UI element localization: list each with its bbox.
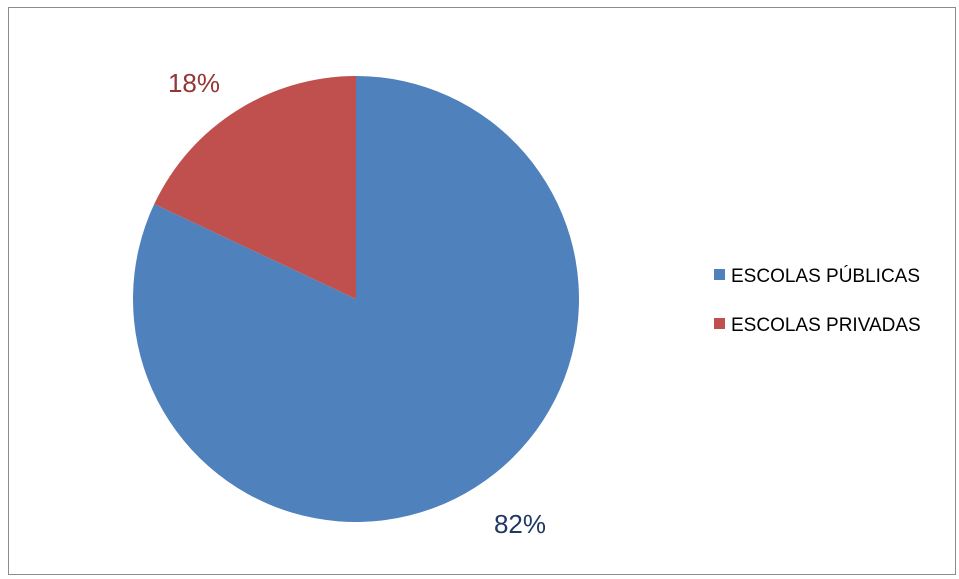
- pie-slice-escolas-privadas: [154, 76, 356, 299]
- pie-slices: [133, 76, 579, 522]
- data-label-escolas-publicas: 82%: [494, 509, 546, 539]
- legend: ESCOLAS PÚBLICAS ESCOLAS PRIVADAS: [714, 265, 921, 336]
- chart-frame: 82% 18% ESCOLAS PÚBLICAS ESCOLAS PRIVADAS: [8, 7, 956, 575]
- data-label-escolas-privadas: 18%: [168, 68, 220, 98]
- legend-label-escolas-publicas: ESCOLAS PÚBLICAS: [731, 265, 920, 287]
- legend-label-escolas-privadas: ESCOLAS PRIVADAS: [731, 315, 921, 336]
- legend-swatch-escolas-publicas: [714, 269, 725, 280]
- pie-chart: 82% 18% ESCOLAS PÚBLICAS ESCOLAS PRIVADAS: [133, 68, 921, 539]
- legend-swatch-escolas-privadas: [714, 318, 725, 329]
- pie-data-labels: 82% 18%: [168, 68, 546, 539]
